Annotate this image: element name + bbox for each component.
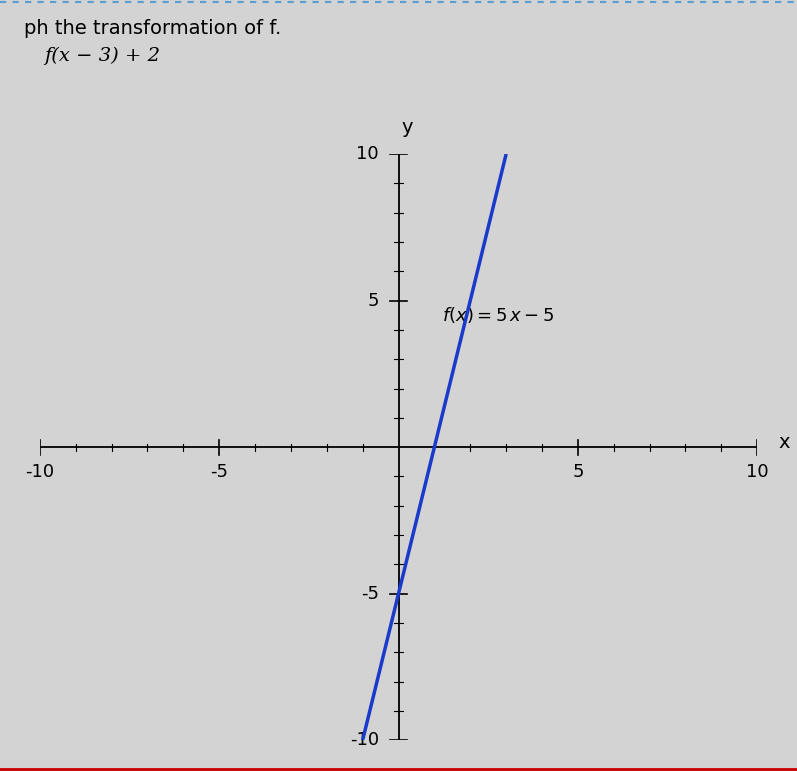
Text: -10: -10 bbox=[26, 463, 54, 481]
Text: 10: 10 bbox=[356, 145, 379, 163]
Text: -10: -10 bbox=[350, 731, 379, 749]
Text: y: y bbox=[402, 118, 413, 136]
Text: 10: 10 bbox=[746, 463, 768, 481]
Text: -5: -5 bbox=[210, 463, 228, 481]
Text: 5: 5 bbox=[367, 291, 379, 310]
Text: x: x bbox=[779, 433, 790, 453]
Text: 5: 5 bbox=[572, 463, 583, 481]
Text: ph the transformation of f.: ph the transformation of f. bbox=[24, 19, 281, 39]
Text: f(x − 3) + 2: f(x − 3) + 2 bbox=[44, 46, 160, 65]
Text: -5: -5 bbox=[361, 584, 379, 603]
Text: $f(x) = 5\,x - 5$: $f(x) = 5\,x - 5$ bbox=[442, 305, 554, 325]
